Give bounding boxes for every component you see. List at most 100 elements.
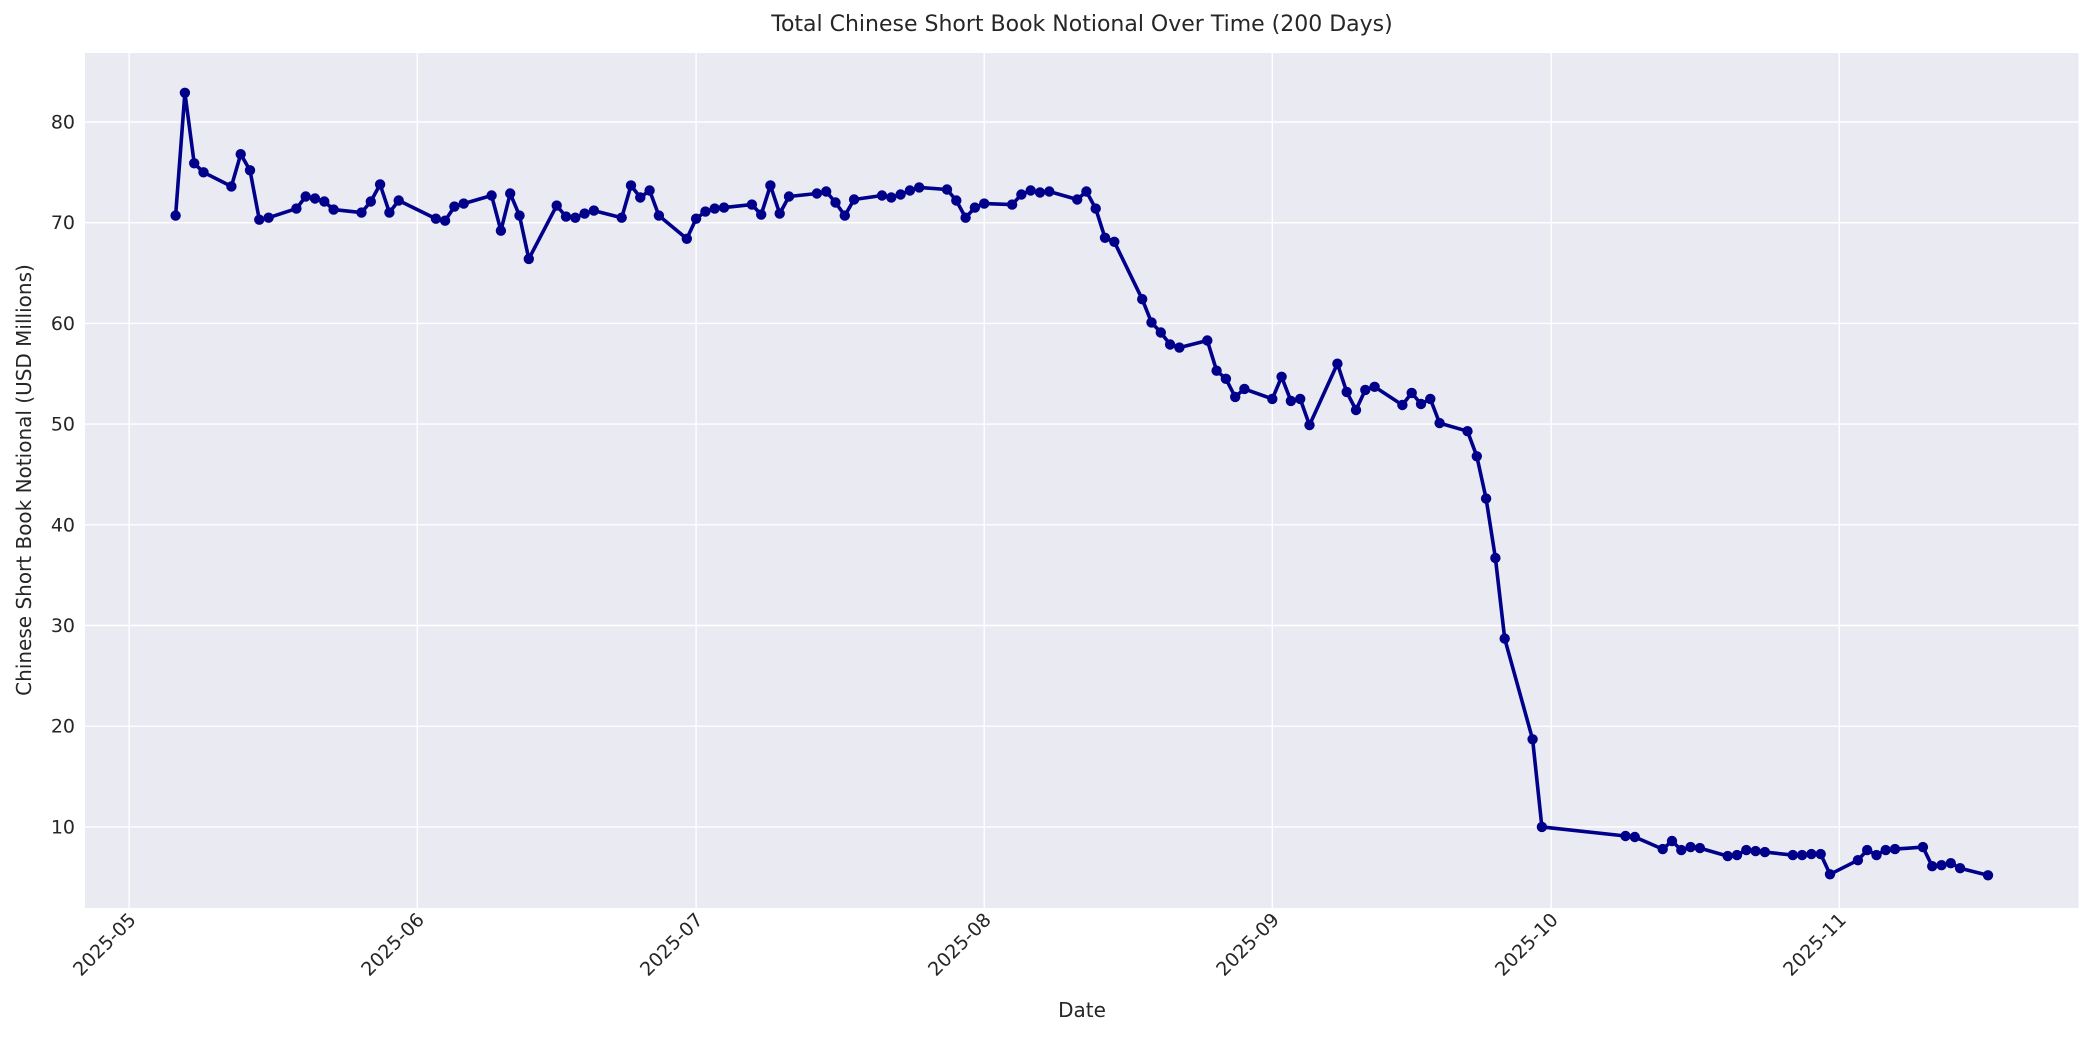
data-point xyxy=(1917,841,1929,853)
data-point xyxy=(1499,633,1510,644)
data-point xyxy=(514,210,525,221)
data-point xyxy=(1369,381,1380,392)
data-point xyxy=(1936,860,1947,871)
data-point xyxy=(393,195,404,206)
data-point xyxy=(1927,861,1938,872)
data-point xyxy=(1462,426,1473,437)
data-point xyxy=(941,184,953,195)
data-point xyxy=(579,208,590,219)
data-point xyxy=(1295,393,1306,405)
data-point xyxy=(839,210,850,221)
data-point xyxy=(1285,395,1297,407)
data-point xyxy=(1072,194,1083,205)
x-tick-label: 2025-08 xyxy=(924,909,996,981)
data-point xyxy=(1657,843,1668,855)
data-point xyxy=(1332,358,1343,369)
y-tick-label: 80 xyxy=(51,112,75,134)
data-point xyxy=(756,209,767,220)
y-axis-label: Chinese Short Book Notional (USD Million… xyxy=(12,264,36,696)
data-point xyxy=(774,208,785,219)
data-point xyxy=(1025,185,1036,196)
data-point xyxy=(1006,199,1018,210)
data-point xyxy=(486,190,497,201)
data-point xyxy=(1230,391,1241,403)
data-point xyxy=(328,204,339,215)
data-point xyxy=(1164,339,1176,350)
data-point xyxy=(811,188,823,199)
data-point xyxy=(1137,294,1148,305)
y-tick-label: 20 xyxy=(51,716,75,738)
data-point xyxy=(979,198,990,209)
data-point xyxy=(1815,848,1826,860)
data-point xyxy=(1954,863,1966,874)
data-point xyxy=(384,207,395,218)
data-point xyxy=(616,212,627,223)
data-point xyxy=(635,192,646,203)
data-point xyxy=(1880,844,1891,856)
data-point xyxy=(848,194,860,205)
series-markers xyxy=(170,87,1994,881)
data-point xyxy=(1044,186,1055,197)
data-point xyxy=(625,180,637,191)
data-point xyxy=(1267,393,1278,405)
data-point xyxy=(374,179,386,190)
data-point xyxy=(300,191,311,202)
data-point xyxy=(1099,232,1111,243)
data-point xyxy=(1694,842,1706,854)
data-point xyxy=(1480,493,1492,504)
data-point xyxy=(365,196,376,207)
data-point xyxy=(1202,335,1213,346)
data-point xyxy=(1090,203,1101,214)
data-point xyxy=(1397,399,1408,411)
data-point xyxy=(1109,236,1120,247)
data-point xyxy=(765,180,776,191)
data-point xyxy=(746,199,758,210)
y-tick-label: 70 xyxy=(51,212,75,234)
data-point xyxy=(1666,835,1678,847)
data-point xyxy=(560,211,572,222)
data-point xyxy=(1871,849,1882,861)
data-point xyxy=(895,189,906,200)
data-point xyxy=(235,149,246,160)
x-tick-label: 2025-05 xyxy=(69,909,141,981)
data-point xyxy=(1220,373,1232,384)
data-point xyxy=(830,197,841,208)
data-point xyxy=(1211,365,1222,376)
data-point xyxy=(1620,830,1631,842)
data-point xyxy=(1276,371,1287,382)
data-point xyxy=(439,215,451,226)
y-tick-label: 10 xyxy=(51,816,75,838)
data-point xyxy=(588,205,600,216)
data-point xyxy=(886,192,897,203)
data-point xyxy=(523,253,534,265)
data-point xyxy=(951,195,962,206)
chart-title: Total Chinese Short Book Notional Over T… xyxy=(771,12,1393,37)
data-point xyxy=(1982,870,1994,881)
data-point xyxy=(904,185,916,196)
data-point xyxy=(1796,849,1808,861)
data-point xyxy=(1034,187,1046,198)
data-point xyxy=(1406,387,1417,399)
data-point xyxy=(1155,327,1167,338)
data-point xyxy=(551,200,562,211)
data-point xyxy=(198,167,209,178)
data-point xyxy=(821,186,832,197)
x-tick-label: 2025-11 xyxy=(1779,909,1851,981)
data-point xyxy=(1471,451,1483,462)
x-tick-label: 2025-10 xyxy=(1491,909,1563,981)
data-point xyxy=(1304,419,1315,431)
data-point xyxy=(1759,846,1771,858)
data-point xyxy=(1536,821,1548,833)
data-point xyxy=(226,181,237,192)
data-point xyxy=(505,188,516,199)
data-point xyxy=(1350,404,1362,416)
data-point xyxy=(309,193,321,204)
data-point xyxy=(1415,398,1427,410)
data-point xyxy=(449,201,460,212)
data-point xyxy=(718,202,730,213)
x-tick-label: 2025-09 xyxy=(1212,909,1284,981)
data-point xyxy=(1741,844,1752,856)
x-tick-label: 2025-06 xyxy=(357,909,429,981)
